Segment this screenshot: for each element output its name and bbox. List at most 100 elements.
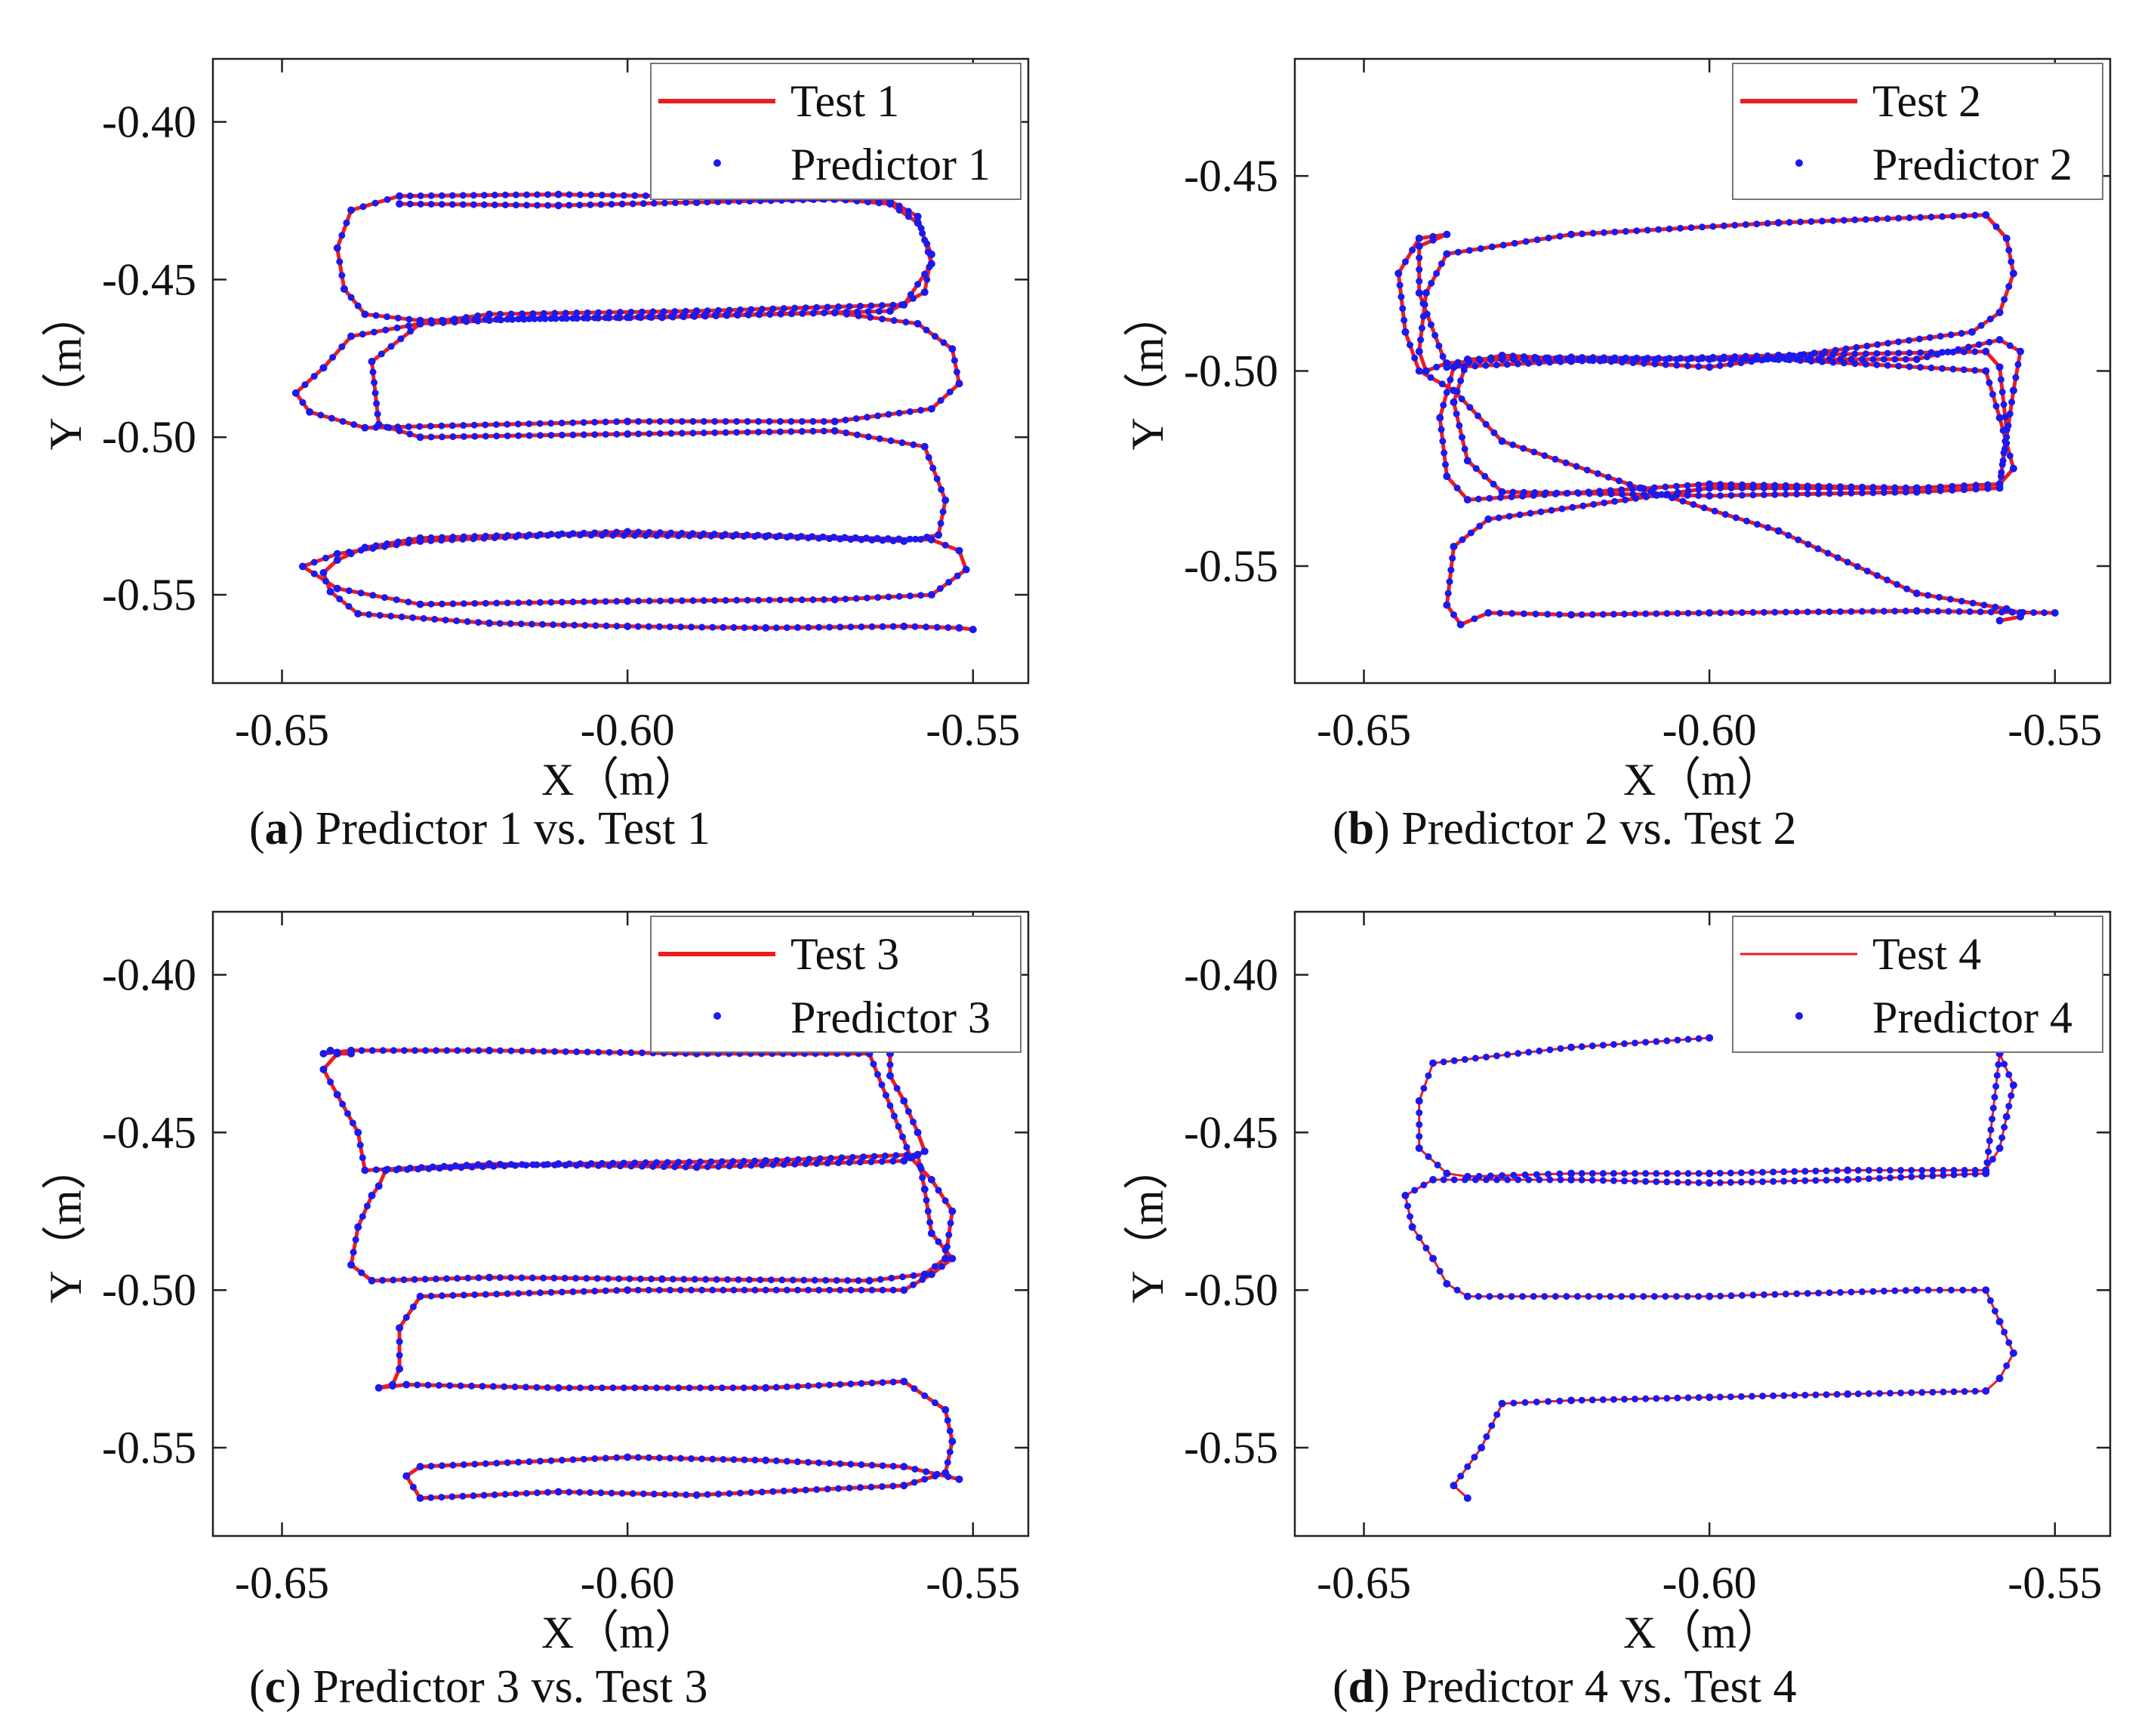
predictor-point bbox=[1961, 1171, 1968, 1178]
predictor-point bbox=[1770, 1168, 1777, 1176]
predictor-point bbox=[1684, 609, 1692, 617]
predictor-point bbox=[439, 319, 447, 326]
predictor-point bbox=[1826, 608, 1833, 615]
predictor-point bbox=[1429, 1176, 1438, 1184]
predictor-point bbox=[565, 191, 573, 199]
predictor-point bbox=[1499, 1171, 1506, 1179]
predictor-point bbox=[648, 314, 655, 322]
predictor-point bbox=[678, 529, 686, 537]
predictor-point bbox=[1844, 1166, 1852, 1174]
predictor-point bbox=[1496, 494, 1504, 501]
x-tick-label: -0.60 bbox=[581, 705, 675, 755]
predictor-point bbox=[1447, 566, 1455, 574]
predictor-point bbox=[1968, 328, 1976, 336]
predictor-point bbox=[400, 1276, 408, 1284]
predictor-point bbox=[1672, 1293, 1680, 1300]
predictor-point bbox=[1415, 234, 1423, 242]
predictor-point bbox=[666, 1286, 673, 1294]
predictor-point bbox=[689, 417, 697, 425]
predictor-point bbox=[847, 1380, 855, 1388]
predictor-point bbox=[1610, 1177, 1617, 1184]
predictor-point bbox=[613, 528, 621, 536]
predictor-point bbox=[1812, 1167, 1820, 1174]
predictor-point bbox=[1991, 1307, 1998, 1315]
predictor-point bbox=[1982, 1387, 1990, 1395]
predictor-point bbox=[1556, 1170, 1564, 1177]
predictor-point bbox=[480, 201, 488, 208]
predictor-point bbox=[1986, 379, 1993, 386]
predictor-point bbox=[1823, 1177, 1830, 1184]
predictor-point bbox=[1786, 219, 1793, 226]
predictor-point bbox=[328, 414, 335, 422]
predictor-point bbox=[1917, 364, 1924, 371]
predictor-point bbox=[1875, 1390, 1883, 1397]
predictor-point bbox=[1937, 332, 1944, 340]
predictor-point bbox=[1739, 481, 1746, 488]
predictor-point bbox=[1884, 215, 1891, 223]
predictor-point bbox=[791, 1487, 799, 1494]
predictor-point bbox=[613, 1287, 621, 1294]
predictor-point bbox=[2009, 464, 2017, 472]
legend-box bbox=[650, 916, 1022, 1053]
predictor-point bbox=[858, 623, 865, 630]
predictor-point bbox=[1601, 499, 1608, 506]
predictor-point bbox=[534, 191, 541, 199]
predictor-point bbox=[793, 1383, 801, 1390]
predictor-point bbox=[406, 200, 414, 208]
predictor-point bbox=[1944, 348, 1952, 356]
predictor-point bbox=[1804, 356, 1811, 363]
predictor-point bbox=[683, 199, 690, 206]
predictor-point bbox=[417, 192, 424, 199]
predictor-point bbox=[793, 1458, 801, 1466]
predictor-point bbox=[327, 1079, 334, 1086]
predictor-point bbox=[438, 600, 445, 608]
predictor-point bbox=[793, 1286, 801, 1294]
predictor-point bbox=[519, 315, 528, 323]
predictor-point bbox=[1847, 356, 1855, 363]
predictor-point bbox=[1869, 483, 1877, 491]
predictor-point bbox=[396, 1352, 403, 1359]
predictor-point bbox=[560, 621, 568, 629]
predictor-point bbox=[948, 1437, 957, 1445]
predictor-point bbox=[529, 1048, 537, 1055]
predictor-point bbox=[660, 308, 667, 315]
predictor-point bbox=[886, 1061, 894, 1069]
predictor-point bbox=[471, 599, 479, 607]
predictor-point bbox=[895, 535, 903, 543]
predictor-point bbox=[799, 309, 806, 317]
predictor-point bbox=[1658, 491, 1666, 498]
predictor-point bbox=[858, 1286, 865, 1294]
predictor-point bbox=[846, 303, 853, 310]
predictor-point bbox=[1458, 396, 1465, 403]
predictor-point bbox=[2009, 269, 2017, 278]
predictor-point bbox=[937, 396, 944, 404]
predictor-point bbox=[776, 428, 784, 436]
predictor-point bbox=[689, 429, 697, 437]
predictor-point bbox=[787, 417, 795, 425]
predictor-point bbox=[1960, 212, 1968, 220]
predictor-point bbox=[1633, 227, 1641, 235]
predictor-point bbox=[602, 1287, 609, 1294]
predictor-point bbox=[1684, 1293, 1691, 1300]
predictor-point bbox=[1793, 1290, 1801, 1297]
predictor-point bbox=[449, 534, 457, 541]
predictor-point bbox=[813, 303, 821, 311]
predictor-point bbox=[820, 417, 827, 425]
predictor-point bbox=[587, 201, 594, 208]
predictor-point bbox=[2001, 1123, 2008, 1131]
predictor-point bbox=[744, 417, 751, 425]
predictor-point bbox=[1684, 362, 1691, 370]
predictor-point bbox=[1912, 1286, 1921, 1294]
predictor-point bbox=[501, 191, 509, 199]
y-axis-label: Y（m） bbox=[1123, 292, 1173, 451]
predictor-point bbox=[460, 422, 467, 429]
predictor-point bbox=[525, 1458, 533, 1466]
predictor-point bbox=[1869, 489, 1877, 497]
predictor-point bbox=[1504, 1176, 1511, 1183]
predictor-point bbox=[1844, 559, 1851, 566]
predictor-point bbox=[453, 617, 461, 625]
predictor-point bbox=[656, 529, 664, 537]
predictor-point bbox=[672, 199, 679, 207]
